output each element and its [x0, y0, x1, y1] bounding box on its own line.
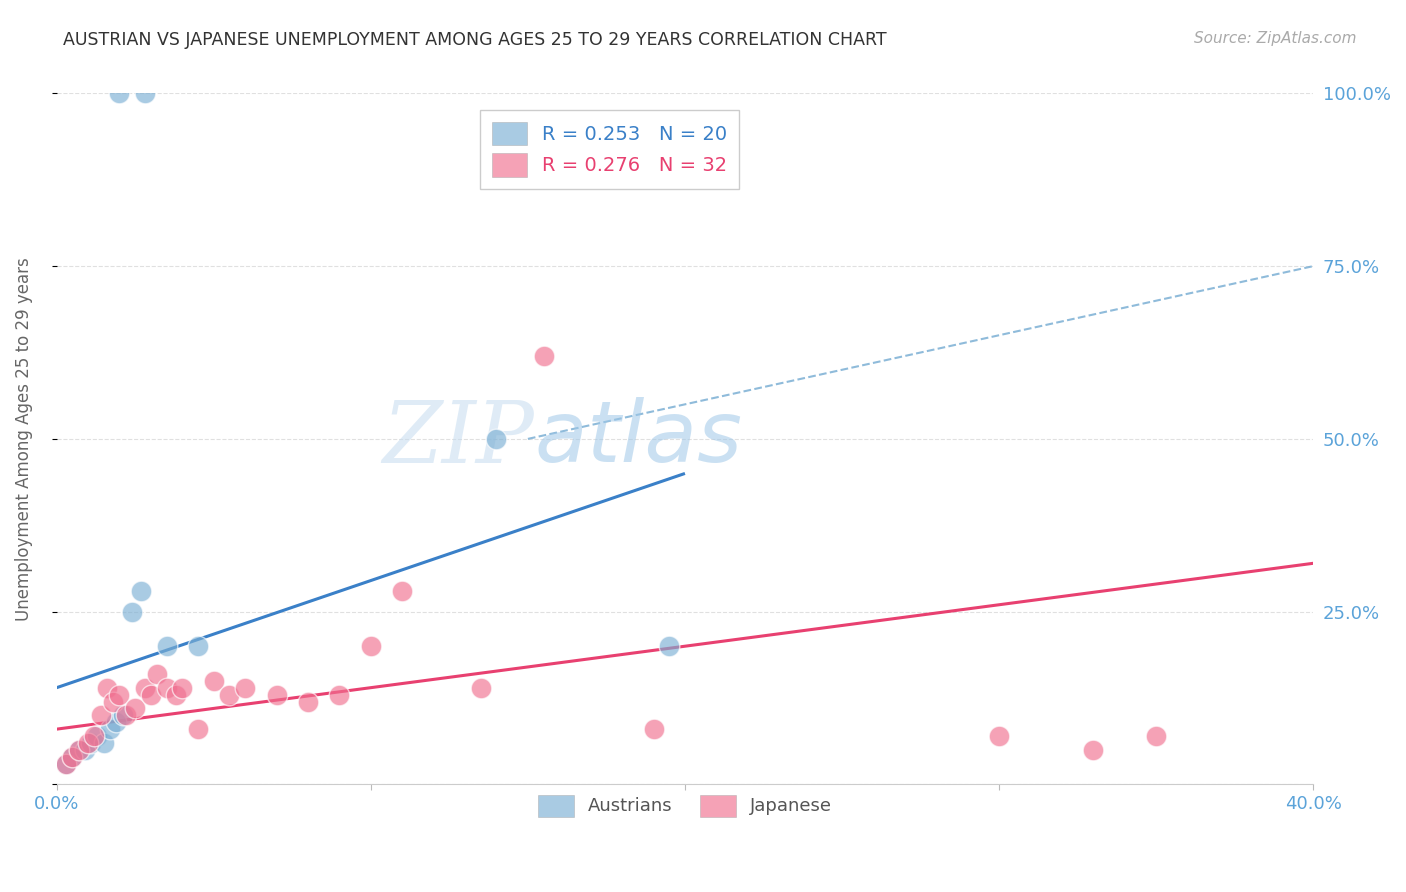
Point	[105, 715, 128, 730]
Text: AUSTRIAN VS JAPANESE UNEMPLOYMENT AMONG AGES 25 TO 29 YEARS CORRELATION CHART: AUSTRIAN VS JAPANESE UNEMPLOYMENT AMONG …	[63, 31, 887, 49]
Point	[86, 729, 108, 743]
Point	[96, 681, 118, 695]
Point	[155, 639, 177, 653]
Point	[533, 349, 555, 363]
Point	[98, 722, 121, 736]
Point	[73, 743, 96, 757]
Point	[55, 756, 77, 771]
Point	[202, 673, 225, 688]
Point	[266, 688, 288, 702]
Point	[134, 87, 156, 101]
Point	[55, 756, 77, 771]
Text: Source: ZipAtlas.com: Source: ZipAtlas.com	[1194, 31, 1357, 46]
Point	[328, 688, 350, 702]
Point	[60, 749, 83, 764]
Legend: Austrians, Japanese: Austrians, Japanese	[530, 788, 839, 824]
Point	[131, 583, 153, 598]
Point	[67, 743, 90, 757]
Y-axis label: Unemployment Among Ages 25 to 29 years: Unemployment Among Ages 25 to 29 years	[15, 257, 32, 621]
Point	[172, 681, 194, 695]
Point	[1144, 729, 1167, 743]
Point	[111, 708, 134, 723]
Point	[391, 583, 413, 598]
Point	[485, 432, 508, 446]
Point	[77, 736, 100, 750]
Point	[360, 639, 382, 653]
Point	[83, 729, 105, 743]
Point	[101, 694, 124, 708]
Point	[218, 688, 240, 702]
Point	[114, 708, 136, 723]
Point	[80, 736, 103, 750]
Point	[67, 743, 90, 757]
Point	[108, 87, 131, 101]
Point	[187, 722, 209, 736]
Point	[139, 688, 162, 702]
Point	[124, 701, 146, 715]
Point	[233, 681, 256, 695]
Point	[643, 722, 665, 736]
Point	[988, 729, 1011, 743]
Point	[146, 666, 169, 681]
Point	[1083, 743, 1105, 757]
Point	[90, 708, 112, 723]
Point	[108, 688, 131, 702]
Point	[60, 749, 83, 764]
Point	[470, 681, 492, 695]
Point	[187, 639, 209, 653]
Point	[155, 681, 177, 695]
Point	[658, 639, 681, 653]
Point	[134, 681, 156, 695]
Point	[297, 694, 319, 708]
Point	[93, 736, 115, 750]
Point	[165, 688, 187, 702]
Text: ZIP: ZIP	[382, 398, 534, 480]
Text: atlas: atlas	[534, 398, 742, 481]
Point	[121, 605, 143, 619]
